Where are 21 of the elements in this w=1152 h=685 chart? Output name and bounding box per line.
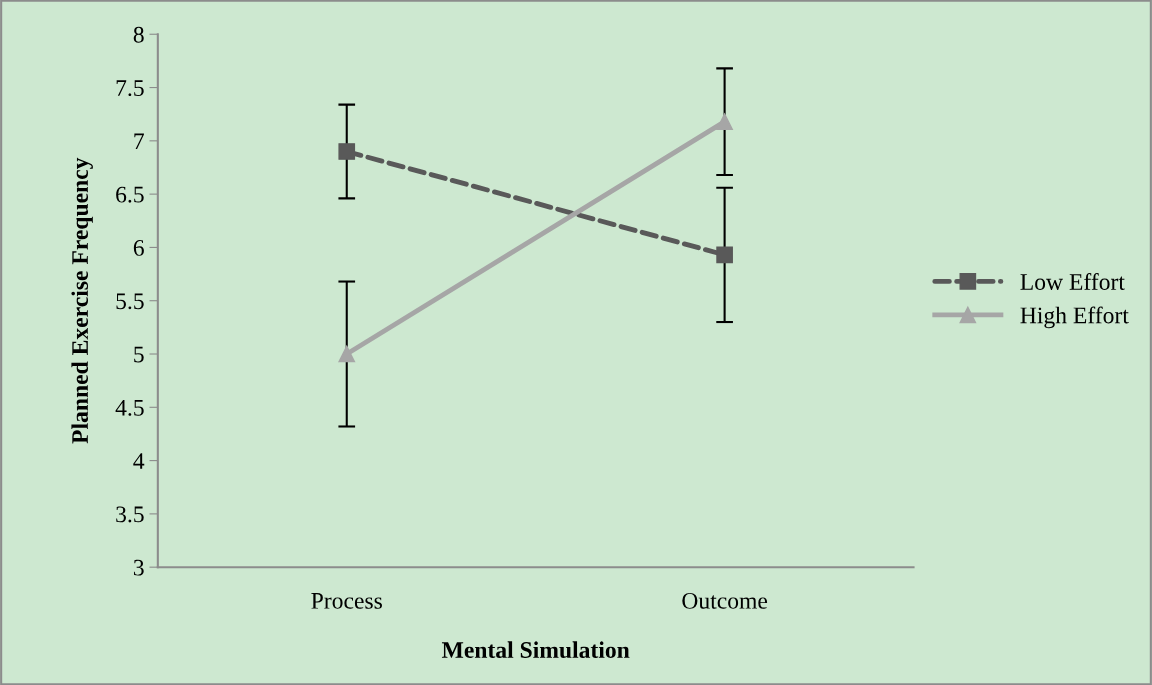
legend-label: High Effort	[1020, 306, 1129, 329]
y-tick-label: 3	[133, 559, 144, 576]
y-tick-label: 6.5	[116, 186, 144, 203]
y-tick-label: 6	[133, 239, 144, 256]
legend-label: Low Effort	[1020, 273, 1125, 290]
x-tick-label: Process	[311, 593, 382, 609]
point	[716, 113, 733, 130]
y-tick-label: 3.5	[116, 506, 144, 523]
point	[338, 143, 356, 160]
x-axis-title: Mental Simulation	[441, 641, 630, 659]
y-axis-title: Planned Exercise Frequency	[71, 157, 93, 444]
y-tick-label: 4.5	[115, 399, 144, 416]
y-tick-label: 5.5	[116, 293, 144, 310]
y-tick-label: 7	[134, 133, 144, 150]
y-tick-label: 8	[133, 26, 144, 43]
y-tick-label: 7.5	[116, 80, 144, 97]
y-tick-label: 5	[134, 346, 144, 363]
point	[716, 246, 733, 264]
x-tick-label: Outcome	[682, 592, 768, 609]
point	[338, 345, 356, 363]
y-tick-label: 4	[133, 453, 145, 469]
